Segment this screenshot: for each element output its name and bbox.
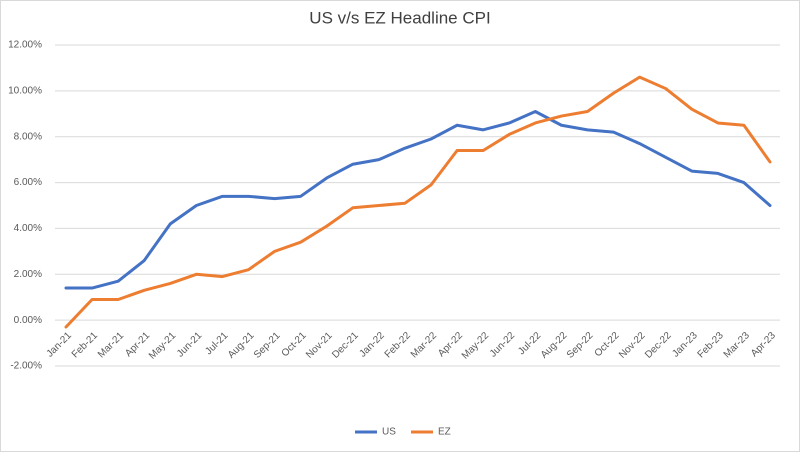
y-tick-label: -2.00% [10, 361, 42, 372]
legend-label: EZ [438, 427, 451, 438]
y-tick-label: 0.00% [14, 315, 42, 326]
y-tick-label: 8.00% [14, 131, 42, 142]
y-tick-label: 6.00% [14, 177, 42, 188]
chart-title: US v/s EZ Headline CPI [309, 8, 490, 27]
series-line [64, 109, 772, 290]
y-tick-label: 10.00% [8, 85, 42, 96]
y-tick-label: 12.00% [8, 40, 42, 51]
series-line [64, 75, 772, 329]
y-tick-label: 2.00% [14, 269, 42, 280]
y-tick-label: 4.00% [14, 223, 42, 234]
legend-label: US [382, 427, 396, 438]
